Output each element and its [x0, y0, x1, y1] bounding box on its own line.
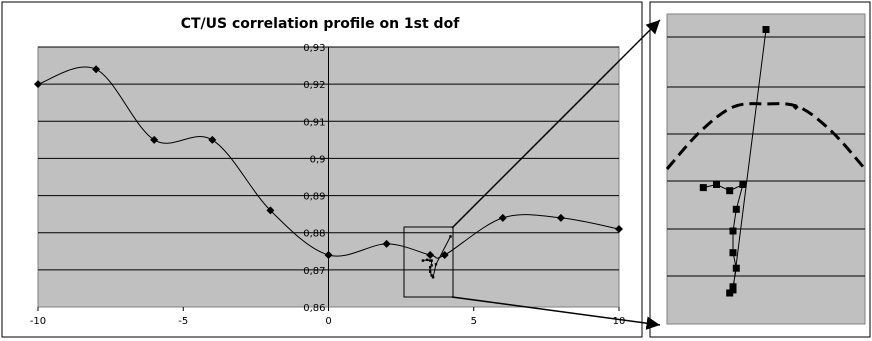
- zoom-arrow-upper: [451, 19, 661, 229]
- inset-optimization-point: [726, 187, 734, 195]
- x-tick-label: 0: [325, 316, 331, 327]
- inset-optimization-point: [729, 227, 737, 235]
- inset-optimization-point: [699, 184, 707, 192]
- profile-point: [556, 213, 565, 222]
- inset-plot-area: [666, 13, 866, 325]
- y-tick-label: 0,93: [303, 43, 325, 54]
- optimization-point: [430, 274, 433, 277]
- x-tick-label: -10: [30, 316, 46, 327]
- x-tick-label: 5: [471, 316, 477, 327]
- x-tick-label: -5: [178, 316, 188, 327]
- profile-point: [382, 239, 391, 248]
- main-series: [34, 65, 623, 279]
- inset-dashed-profile: [665, 102, 867, 170]
- optimization-point: [421, 259, 425, 262]
- zoom-region-box: [403, 226, 454, 298]
- inset-optimization-point: [732, 205, 740, 213]
- optimization-point: [430, 259, 433, 262]
- inset-optimization-point: [732, 264, 740, 272]
- optimization-point: [449, 235, 452, 238]
- y-tick-label: 0,88: [303, 229, 325, 240]
- y-tick-label: 0,89: [303, 192, 325, 203]
- main-x-tick-labels: -10 -5 0 5 10: [30, 316, 626, 327]
- profile-point: [266, 206, 275, 215]
- optimization-point: [428, 259, 432, 262]
- inset-series: [665, 26, 867, 297]
- profile-point: [324, 251, 333, 259]
- profile-point: [498, 213, 507, 222]
- optimization-point: [430, 264, 433, 267]
- y-tick-label: 0,86: [303, 303, 325, 314]
- zoom-arrow-lower: [451, 296, 661, 330]
- optimization-point: [428, 266, 432, 269]
- profile-point: [440, 251, 449, 259]
- inset-optimization-point: [739, 181, 747, 188]
- inset-optimization-point: [762, 26, 770, 33]
- optimization-point: [434, 263, 438, 266]
- y-tick-label: 0,91: [303, 117, 325, 128]
- inset-optimization-point: [729, 249, 737, 257]
- profile-point: [34, 80, 42, 89]
- profile-point: [426, 251, 435, 259]
- main-chart-title: CT/US correlation profile on 1st dof: [181, 16, 461, 32]
- main-y-tick-labels: 0,86 0,87 0,88 0,89 0,9 0,91 0,92 0,93: [303, 43, 325, 314]
- profile-point: [615, 225, 623, 233]
- y-tick-label: 0,9: [310, 154, 326, 165]
- x-tick-label: 10: [613, 316, 626, 327]
- inset-profile-point: [792, 104, 799, 110]
- profile-point: [150, 135, 159, 144]
- inset-optimization-point: [729, 286, 737, 294]
- inset-grid: [667, 36, 865, 277]
- optimization-point: [431, 276, 435, 279]
- optimization-point: [428, 270, 432, 273]
- optimization-point: [426, 258, 429, 262]
- y-tick-label: 0,92: [303, 80, 325, 91]
- profile-point: [92, 65, 101, 74]
- profile-point: [208, 135, 217, 144]
- inset-optimization-point: [713, 181, 720, 188]
- y-tick-label: 0,87: [303, 266, 325, 277]
